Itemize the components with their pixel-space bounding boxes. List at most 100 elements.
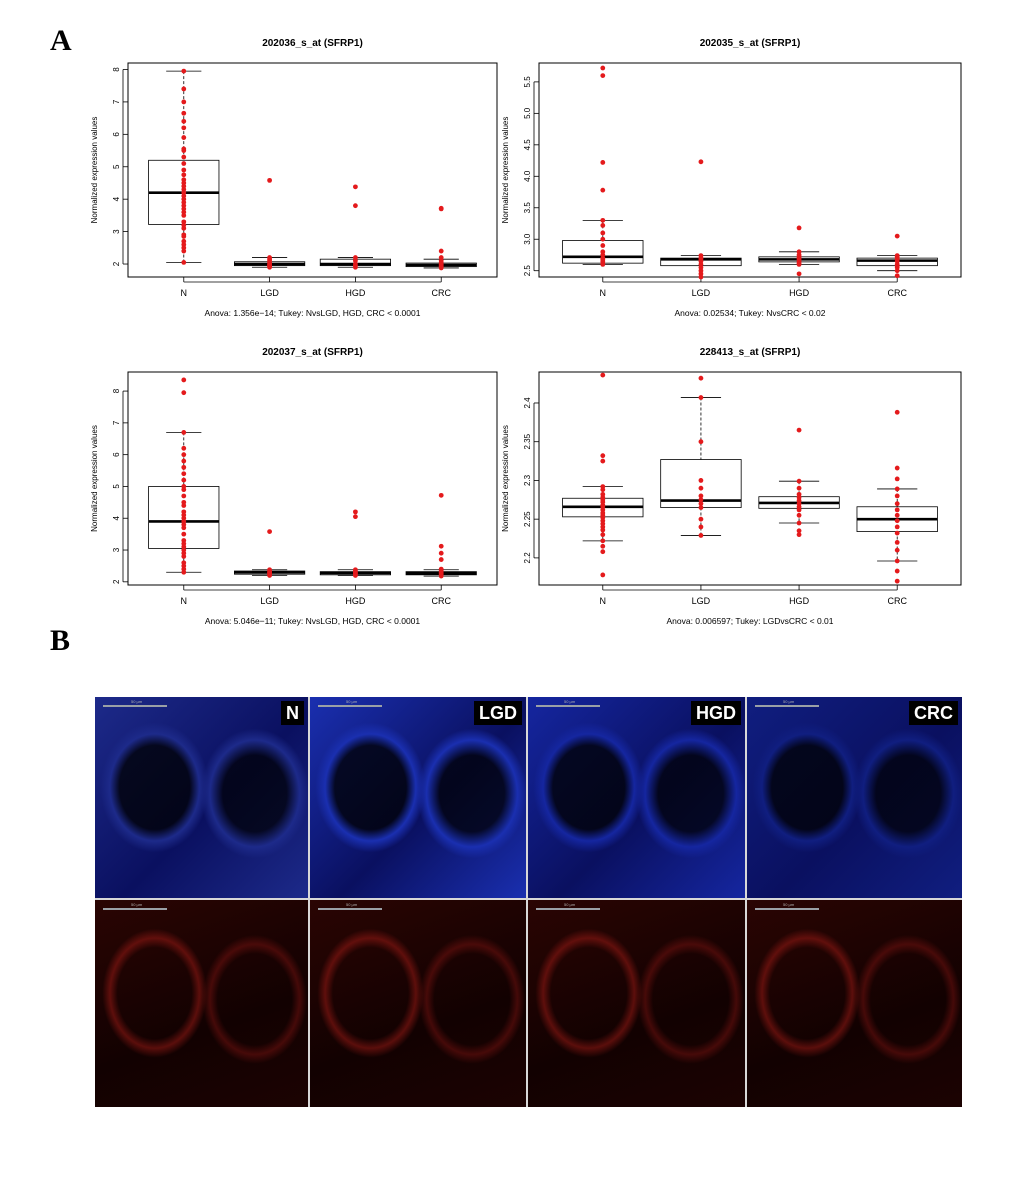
- micrograph-grid: 50 µm N 50 µm 50 µm LGD 50 µm 50 µm HGD 50 µm 50 …: [95, 697, 962, 1107]
- data-point: [894, 524, 900, 530]
- x-tick-label: LGD: [692, 596, 711, 606]
- data-point: [698, 485, 704, 491]
- scale-bar-label: 50 µm: [131, 699, 143, 704]
- group-label: HGD: [691, 701, 741, 725]
- panel-a-label: A: [50, 24, 72, 57]
- data-point: [181, 110, 187, 116]
- data-point: [181, 430, 187, 435]
- data-point: [600, 243, 606, 248]
- y-axis-label: Normalized expression values: [501, 425, 510, 532]
- x-tick-label: HGD: [345, 596, 366, 606]
- data-point: [796, 532, 802, 538]
- data-point: [353, 509, 358, 515]
- chart-title: 202036_s_at (SFRP1): [262, 38, 363, 49]
- data-point: [181, 553, 187, 559]
- data-point: [438, 248, 444, 254]
- x-tick-label: LGD: [260, 596, 279, 606]
- plot-frame: [538, 371, 962, 586]
- data-point: [600, 230, 606, 236]
- data-point: [698, 524, 704, 530]
- data-point: [600, 262, 606, 267]
- data-point: [698, 375, 704, 381]
- data-point: [796, 512, 802, 518]
- scale-bar: [755, 705, 819, 707]
- data-point: [181, 531, 187, 537]
- x-tick-label: CRC: [887, 596, 907, 606]
- data-point: [698, 395, 704, 400]
- scale-bar-label: 50 µm: [783, 902, 795, 907]
- y-tick-label: 4: [112, 196, 121, 201]
- data-point: [894, 518, 900, 524]
- x-tick-label: N: [181, 596, 188, 606]
- data-point: [181, 493, 187, 499]
- data-point: [894, 512, 900, 518]
- group-label: N: [281, 701, 304, 725]
- data-point: [894, 507, 900, 513]
- data-point: [600, 527, 606, 533]
- data-point: [181, 86, 187, 92]
- data-point: [894, 233, 900, 239]
- data-point: [698, 493, 704, 499]
- data-point: [796, 271, 802, 277]
- boxplot-3: 202037_s_at (SFRP1) 2 3 4 5 6 7 8 Normalized exp…: [90, 347, 498, 626]
- data-point: [894, 578, 900, 584]
- data-point: [181, 125, 187, 131]
- data-point: [600, 487, 606, 493]
- y-tick-label: 4: [112, 515, 121, 520]
- data-point: [181, 390, 187, 396]
- data-point: [181, 68, 187, 74]
- scale-bar: [103, 908, 167, 910]
- x-tick-label: LGD: [692, 288, 711, 298]
- data-point: [894, 409, 900, 415]
- data-point: [181, 464, 187, 470]
- data-point: [181, 487, 187, 493]
- sfrp1-micrograph-lgd: 50 µm: [310, 900, 526, 1107]
- data-point: [181, 377, 187, 383]
- data-point: [698, 274, 704, 280]
- x-tick-label: HGD: [345, 288, 366, 298]
- chart-caption: Anova: 5.046e−11; Tukey: NvsLGD, HGD, CR…: [205, 616, 421, 626]
- chart-title: 202035_s_at (SFRP1): [700, 38, 801, 49]
- data-point: [600, 532, 606, 538]
- data-point: [267, 573, 272, 578]
- y-tick-label: 6: [112, 132, 121, 137]
- data-point: [600, 549, 606, 555]
- data-point: [353, 573, 358, 578]
- data-point: [600, 572, 606, 578]
- data-point: [796, 225, 802, 231]
- data-point: [894, 486, 900, 492]
- y-tick-label: 4.0: [523, 170, 532, 182]
- x-tick-label: N: [181, 288, 188, 298]
- y-axis-label: Normalized expression values: [90, 117, 99, 224]
- data-point: [698, 497, 704, 503]
- y-tick-label: 2.35: [523, 433, 532, 449]
- data-point: [267, 529, 272, 534]
- sfrp1-micrograph-hgd: 50 µm: [528, 900, 745, 1107]
- y-tick-label: 5.5: [523, 76, 532, 88]
- scale-bar-label: 50 µm: [783, 699, 795, 704]
- data-point: [438, 550, 444, 556]
- data-point: [438, 206, 444, 212]
- y-tick-label: 5.0: [523, 107, 532, 119]
- data-point: [894, 558, 900, 564]
- data-point: [181, 452, 187, 458]
- data-point: [181, 477, 187, 483]
- data-point: [698, 516, 704, 522]
- data-point: [600, 453, 606, 459]
- data-point: [796, 478, 802, 484]
- data-point: [894, 530, 900, 536]
- data-point: [698, 439, 704, 445]
- y-tick-label: 2: [112, 261, 121, 266]
- data-point: [894, 273, 900, 279]
- y-axis-label: Normalized expression values: [501, 117, 510, 224]
- data-point: [796, 262, 802, 267]
- data-point: [600, 65, 606, 71]
- data-point: [181, 148, 187, 153]
- data-point: [894, 268, 900, 274]
- y-tick-label: 8: [112, 67, 121, 72]
- group-label: LGD: [474, 701, 522, 725]
- data-point: [894, 501, 900, 507]
- y-tick-label: 2: [112, 579, 121, 584]
- data-point: [894, 493, 900, 499]
- data-point: [181, 234, 187, 239]
